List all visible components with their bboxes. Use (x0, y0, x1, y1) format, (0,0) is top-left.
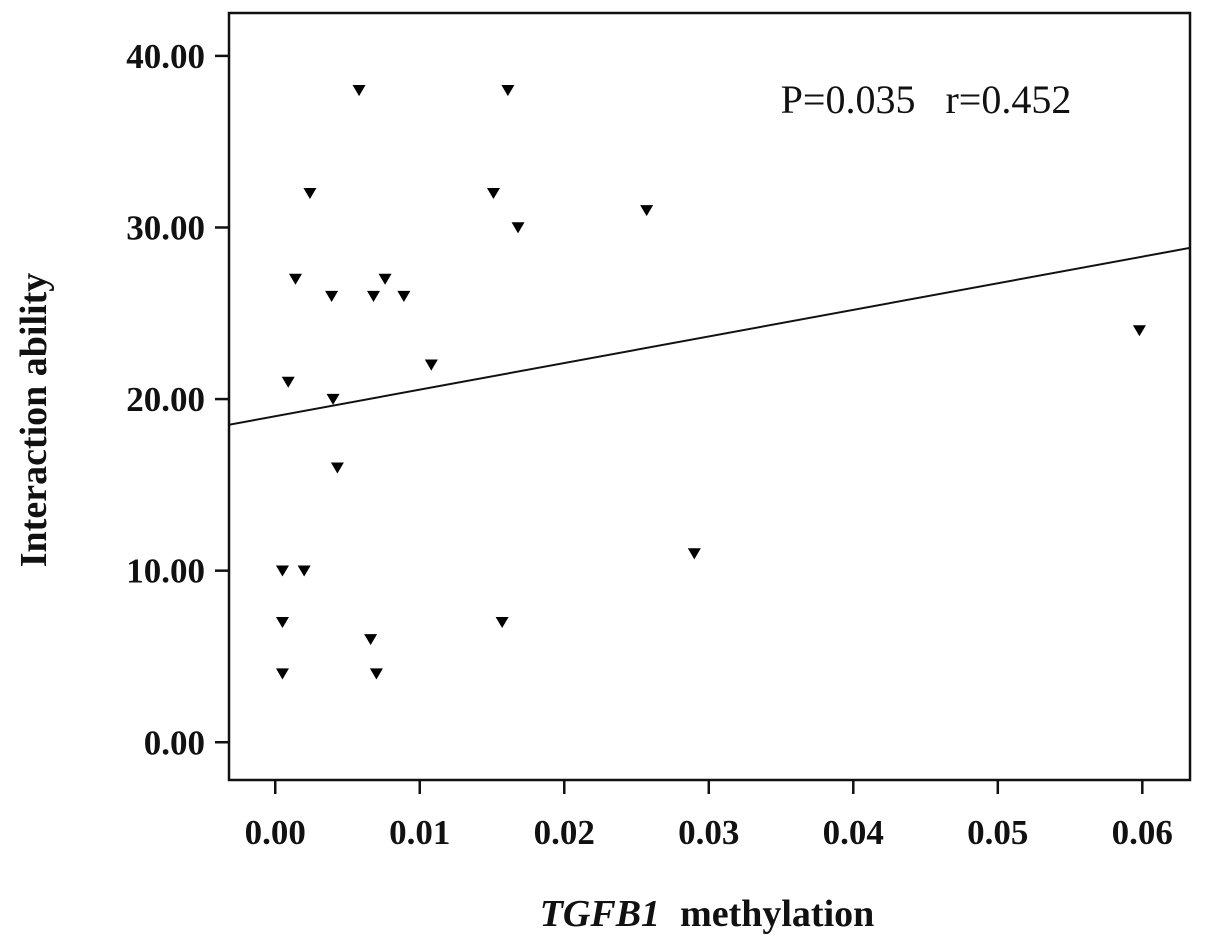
data-point (486, 187, 500, 200)
y-tick-label: 20.00 (126, 380, 205, 419)
y-tick-label: 10.00 (126, 552, 205, 591)
stats-annotation: P=0.035 r=0.452 (781, 77, 1072, 122)
data-point (378, 273, 392, 285)
regression-line (229, 246, 1190, 426)
data-point (325, 290, 339, 302)
data-point (275, 668, 289, 680)
x-tick-label: 0.05 (967, 813, 1028, 852)
y-tick-label: 40.00 (126, 37, 205, 76)
x-axis: 0.00 0.01 0.02 0.03 0.04 0.05 0.06 (245, 780, 1173, 852)
data-point (297, 565, 311, 577)
fit-line-layer (229, 246, 1190, 426)
y-axis-title: Interaction ability (13, 273, 55, 567)
x-axis-title-rest: methylation (680, 893, 874, 935)
x-tick-label: 0.06 (1112, 813, 1173, 852)
x-tick-label: 0.03 (678, 813, 739, 852)
y-tick-label: 0.00 (144, 723, 205, 762)
x-tick-label: 0.04 (823, 813, 884, 852)
data-point (352, 85, 366, 97)
data-point (275, 616, 289, 628)
data-point (687, 548, 701, 560)
data-point (424, 359, 438, 371)
data-point (511, 222, 525, 234)
y-axis: 0.00 10.00 20.00 30.00 40.00 (126, 37, 229, 762)
data-point (330, 462, 344, 474)
data-point (326, 393, 340, 405)
data-points (275, 85, 1146, 680)
y-tick-label: 30.00 (126, 208, 205, 247)
x-tick-label: 0.01 (389, 813, 450, 852)
data-point (275, 565, 289, 577)
data-point (364, 634, 378, 646)
data-point (303, 187, 317, 200)
data-point (501, 85, 515, 97)
x-tick-label: 0.02 (534, 813, 595, 852)
data-point (367, 290, 381, 302)
x-tick-label: 0.00 (245, 813, 306, 852)
x-axis-title: TGFB1 methylation (540, 893, 875, 935)
x-axis-title-gene: TGFB1 (540, 893, 660, 935)
data-point (281, 376, 295, 388)
data-point (640, 205, 654, 217)
data-point (397, 290, 411, 302)
plot-frame (227, 11, 1192, 782)
data-point (1132, 325, 1146, 337)
data-point (288, 273, 302, 285)
data-point (495, 616, 509, 628)
data-point (369, 668, 383, 680)
